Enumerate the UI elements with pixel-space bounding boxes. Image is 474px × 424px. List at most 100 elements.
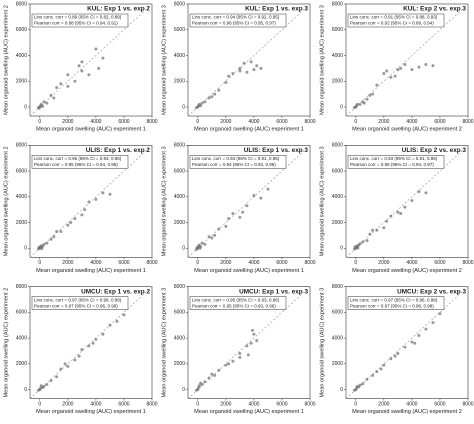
point — [356, 246, 360, 250]
x-tick-label: 2000 — [62, 119, 73, 125]
point — [231, 359, 235, 363]
x-tick-label: 0 — [354, 260, 357, 266]
point — [227, 362, 231, 366]
y-tick-label: 2000 — [332, 361, 343, 367]
point — [424, 63, 428, 67]
point — [87, 200, 91, 204]
point — [108, 323, 112, 327]
plot-frame — [29, 3, 153, 117]
point — [213, 92, 217, 96]
panel-title: KUL: Exp 1 vs. exp 2 — [87, 6, 150, 13]
point — [352, 247, 356, 251]
x-tick-label: 2000 — [220, 401, 231, 407]
point — [210, 236, 214, 240]
point — [63, 362, 67, 366]
x-tick-label: 2000 — [378, 260, 389, 266]
annotation-box — [189, 155, 287, 169]
x-tick-label: 2000 — [220, 260, 231, 266]
point — [251, 328, 255, 332]
point — [361, 240, 365, 244]
annotation: Pearson corr = 0.95 (95% CI = 0.94, 0.96… — [34, 162, 118, 167]
y-tick-label: 4000 — [16, 335, 27, 341]
plot-frame — [345, 286, 469, 399]
x-tick-label: 2000 — [378, 119, 389, 125]
point — [431, 64, 435, 68]
x-axis-label: Mean organoid swelling (AUC) experiment … — [194, 268, 304, 274]
point — [224, 81, 228, 85]
y-tick-label: 0 — [340, 387, 343, 393]
point — [83, 208, 87, 212]
x-tick-label: 6000 — [118, 119, 129, 125]
point — [424, 327, 428, 331]
point — [217, 368, 221, 372]
point — [37, 245, 41, 249]
point — [73, 217, 77, 221]
point — [94, 197, 98, 201]
panel-title: UMCU: Exp 1 vs. exp 2 — [81, 288, 150, 295]
annotation-box — [189, 296, 287, 310]
point — [66, 364, 70, 368]
y-tick-label: 6000 — [174, 310, 185, 316]
point — [431, 321, 435, 325]
x-tick-label: 0 — [196, 401, 199, 407]
point — [197, 384, 201, 388]
point — [379, 367, 383, 371]
x-tick-label: 4000 — [248, 401, 259, 407]
y-axis-label: Mean organoid swelling (AUC) experiment … — [3, 5, 9, 115]
annotation-box — [347, 155, 445, 169]
point — [49, 379, 53, 383]
point — [365, 377, 369, 381]
x-tick-label: 0 — [196, 119, 199, 125]
x-tick-label: 0 — [196, 260, 199, 266]
point — [200, 382, 204, 386]
y-tick-label: 2000 — [332, 79, 343, 85]
x-tick-label: 6000 — [276, 401, 287, 407]
point — [73, 358, 77, 362]
x-tick-label: 8000 — [146, 260, 157, 266]
x-tick-label: 6000 — [434, 119, 445, 125]
annotation: Lins conc. corr = 0.95 (95% CI = 0.93, 0… — [34, 156, 122, 161]
annotation-box — [31, 296, 129, 310]
y-tick-label: 6000 — [16, 168, 27, 174]
point — [80, 348, 84, 352]
point — [252, 68, 256, 72]
y-axis-label: Mean organoid swelling (AUC) experiment … — [319, 5, 325, 115]
point — [259, 196, 263, 200]
point — [87, 344, 91, 348]
x-tick-label: 4000 — [406, 260, 417, 266]
y-tick-label: 0 — [340, 104, 343, 110]
point — [393, 354, 397, 358]
point — [66, 73, 70, 77]
y-tick-label: 4000 — [16, 194, 27, 200]
point — [40, 247, 44, 251]
point — [77, 354, 81, 358]
point — [203, 380, 207, 384]
y-tick-label: 8000 — [16, 143, 27, 149]
point — [108, 192, 112, 196]
x-tick-label: 8000 — [304, 260, 315, 266]
point — [246, 353, 250, 357]
x-tick-label: 0 — [354, 401, 357, 407]
annotation: Pearson corr = 0.96 (95% CI = 0.95, 0.97… — [192, 21, 276, 26]
point — [203, 242, 207, 246]
x-axis-label: Mean organoid swelling (AUC) experiment … — [194, 409, 304, 415]
point — [200, 241, 204, 245]
point — [403, 205, 407, 209]
point — [224, 224, 228, 228]
y-tick-label: 6000 — [174, 168, 185, 174]
y-tick-label: 8000 — [16, 284, 27, 290]
point — [207, 96, 211, 100]
point — [393, 74, 397, 78]
x-tick-label: 8000 — [304, 119, 315, 125]
y-tick-label: 8000 — [174, 143, 185, 149]
y-tick-label: 6000 — [16, 27, 27, 33]
point — [207, 235, 211, 239]
point — [371, 228, 375, 232]
x-tick-label: 8000 — [146, 401, 157, 407]
point — [389, 214, 393, 218]
y-tick-label: 8000 — [174, 284, 185, 290]
y-tick-label: 8000 — [332, 1, 343, 7]
